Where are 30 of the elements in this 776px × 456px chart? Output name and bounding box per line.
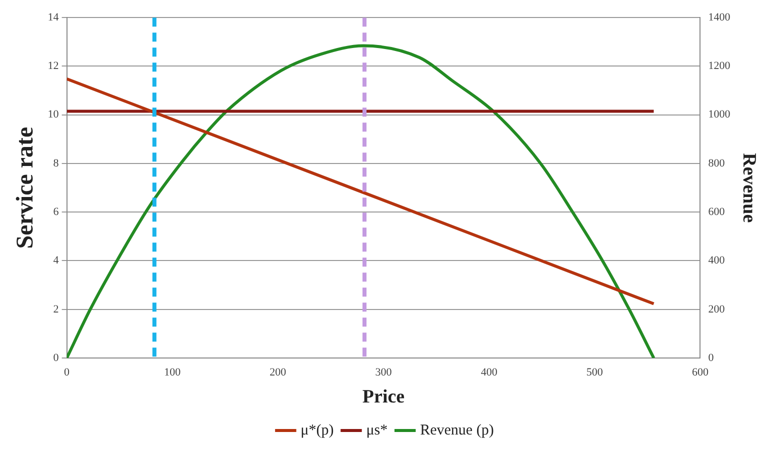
legend-label: Revenue (p) (420, 422, 494, 438)
x-tick-label: 300 (375, 366, 392, 378)
y-tick-label: 6 (53, 206, 60, 218)
y-axis-title: Service rate (12, 126, 39, 249)
x-tick-label: 200 (270, 366, 287, 378)
y2-tick-label: 1000 (708, 108, 731, 121)
y-tick-label: 2 (53, 303, 59, 316)
x-tick-label: 400 (480, 366, 498, 378)
x-tick-label: 600 (692, 366, 709, 378)
y2-axis-title: Revenue (738, 152, 760, 223)
x-tick-label: 100 (164, 366, 182, 378)
line-series (66, 44, 656, 358)
y-tick-label: 10 (48, 108, 60, 121)
y2-tick-label: 200 (708, 303, 726, 316)
y-tick-label: 0 (53, 352, 60, 364)
x-axis-title: Price (362, 386, 405, 408)
y-tick-label: 14 (48, 11, 60, 24)
legend-label: μ*(p) (300, 422, 334, 438)
y-tick-label: 4 (53, 254, 60, 267)
y2-tick-label: 0 (708, 352, 714, 364)
y-tick-label: 12 (48, 60, 59, 72)
y2-tick-label: 600 (708, 206, 726, 218)
y2-tick-label: 800 (708, 157, 726, 170)
legend-label: μs* (366, 422, 388, 438)
x-tick-label: 0 (64, 366, 70, 378)
y2-tick-label: 1400 (708, 11, 731, 24)
y-tick-label: 8 (53, 157, 60, 170)
y2-tick-label: 400 (708, 254, 726, 267)
x-tick-label: 500 (586, 366, 604, 378)
y2-tick-label: 1200 (708, 60, 731, 72)
